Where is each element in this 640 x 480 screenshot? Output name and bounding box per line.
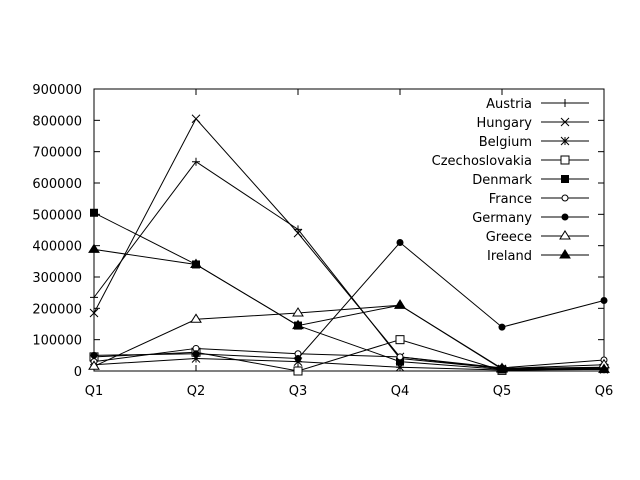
legend-entry-greece: Greece bbox=[486, 230, 589, 245]
data-point-austria bbox=[90, 293, 98, 302]
series-line-ireland bbox=[93, 248, 605, 370]
legend-label: Czechoslovakia bbox=[432, 154, 532, 169]
legend-marker-austria bbox=[561, 99, 569, 107]
data-point-greece bbox=[292, 307, 304, 317]
y-tick-label: 600000 bbox=[32, 177, 82, 192]
y-tick-label: 100000 bbox=[32, 334, 82, 349]
legend-label: France bbox=[489, 192, 532, 207]
plot-frame bbox=[93, 88, 605, 372]
legend-marker-france bbox=[561, 194, 569, 202]
x-tick-label: Q2 bbox=[187, 384, 206, 399]
legend-marker-hungary bbox=[560, 117, 570, 127]
y-tick-label: 500000 bbox=[32, 208, 82, 223]
legend-entry-hungary: Hungary bbox=[476, 116, 589, 131]
data-point-belgium bbox=[191, 354, 201, 363]
data-point-germany bbox=[396, 239, 404, 247]
data-point-ireland bbox=[496, 363, 508, 373]
x-tick-label: Q5 bbox=[493, 384, 512, 399]
data-point-austria bbox=[192, 157, 200, 166]
legend-marker-czechoslovakia bbox=[560, 155, 570, 165]
series-germany bbox=[90, 239, 608, 362]
data-point-germany bbox=[90, 351, 98, 359]
data-point-czechoslovakia bbox=[395, 335, 405, 345]
legend: Austria Hungary Belgium Czechoslovakia Denma… bbox=[432, 97, 589, 264]
data-point-hungary bbox=[191, 114, 201, 124]
series-line-greece bbox=[93, 304, 605, 369]
legend-label: Germany bbox=[472, 211, 532, 226]
legend-label: Denmark bbox=[472, 173, 532, 188]
data-point-germany bbox=[600, 297, 608, 304]
data-point-france bbox=[396, 353, 404, 361]
y-tick-label: 400000 bbox=[32, 240, 82, 255]
data-point-germany bbox=[294, 354, 302, 362]
legend-marker-denmark bbox=[561, 175, 569, 183]
data-point-hungary bbox=[89, 308, 99, 318]
data-point-greece bbox=[190, 313, 202, 323]
legend-entry-czechoslovakia: Czechoslovakia bbox=[432, 154, 589, 169]
data-point-belgium bbox=[395, 362, 405, 372]
series-lines bbox=[88, 114, 610, 376]
series-greece bbox=[88, 299, 610, 372]
legend-entry-austria: Austria bbox=[486, 97, 589, 112]
y-tick-label: 900000 bbox=[32, 83, 82, 98]
legend-entry-ireland: Ireland bbox=[487, 249, 589, 264]
legend-label: Greece bbox=[486, 230, 532, 245]
y-tick-label: 800000 bbox=[32, 114, 82, 129]
legend-marker-belgium bbox=[560, 136, 570, 146]
series-line-france bbox=[93, 347, 605, 369]
x-tick-labels: Q1 Q2 Q3 Q4 Q5 Q6 bbox=[85, 384, 614, 399]
y-tick-labels: 0 100000 200000 300000 400000 500000 600000 700… bbox=[32, 83, 82, 380]
y-tick-label: 300000 bbox=[32, 271, 82, 286]
axis-ticks bbox=[93, 88, 605, 372]
legend-entry-denmark: Denmark bbox=[472, 173, 589, 188]
data-point-greece bbox=[88, 360, 100, 370]
legend-entry-belgium: Belgium bbox=[479, 135, 589, 150]
data-point-ireland bbox=[394, 299, 406, 309]
data-point-ireland bbox=[190, 258, 202, 268]
x-tick-label: Q6 bbox=[595, 384, 614, 399]
x-tick-label: Q3 bbox=[289, 384, 308, 399]
y-tick-label: 200000 bbox=[32, 302, 82, 317]
legend-label: Ireland bbox=[487, 249, 532, 264]
series-line-germany bbox=[93, 241, 605, 359]
series-ireland bbox=[88, 243, 610, 373]
series-austria bbox=[90, 157, 608, 373]
legend-label: Belgium bbox=[479, 135, 532, 150]
data-point-czechoslovakia bbox=[293, 366, 303, 376]
legend-label: Hungary bbox=[476, 116, 532, 131]
legend-entry-france: France bbox=[489, 192, 589, 207]
data-point-austria bbox=[294, 225, 302, 234]
data-point-hungary bbox=[293, 228, 303, 238]
data-point-germany bbox=[192, 350, 200, 358]
data-point-denmark bbox=[90, 208, 98, 217]
y-tick-label: 0 bbox=[74, 365, 82, 380]
data-point-germany bbox=[498, 323, 506, 331]
legend-marker-germany bbox=[561, 213, 569, 221]
x-tick-label: Q4 bbox=[391, 384, 410, 399]
data-point-ireland bbox=[292, 319, 304, 330]
data-point-ireland bbox=[598, 363, 610, 373]
legend-marker-ireland bbox=[559, 249, 571, 259]
legend-entry-germany: Germany bbox=[472, 211, 589, 226]
data-point-ireland bbox=[88, 243, 100, 253]
legend-label: Austria bbox=[486, 97, 532, 112]
x-tick-label: Q1 bbox=[85, 384, 104, 399]
y-tick-label: 700000 bbox=[32, 146, 82, 161]
series-line-hungary bbox=[93, 117, 605, 370]
legend-marker-greece bbox=[559, 230, 571, 240]
